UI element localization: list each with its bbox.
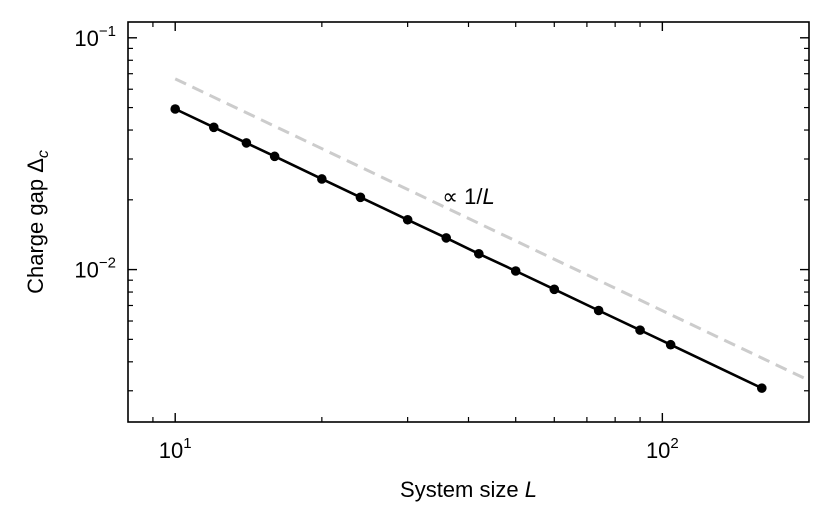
data-series-layer [170,104,767,393]
reference-line-layer [174,77,810,382]
data-point [593,305,604,316]
y-tick-label: 10−2 [74,255,116,283]
x-axis-label: System size L [400,477,537,502]
data-point [665,339,676,350]
data-point [355,192,366,203]
data-point [474,248,484,259]
data-point [402,214,413,225]
data-point [510,266,521,276]
data-point [317,174,327,184]
scaling-annotation: ∝ 1/L [442,184,494,209]
x-tick-label: 102 [646,435,679,463]
data-point [441,233,452,243]
data-point [269,151,280,162]
y-axis-label: Charge gap Δc [23,150,52,294]
data-point [549,284,560,295]
data-point [208,122,219,133]
y-tick-label: 10−1 [74,23,116,51]
data-point [170,104,181,114]
data-point [635,325,645,335]
data-point [241,138,252,148]
data-point [756,383,767,393]
x-tick-label: 101 [159,435,192,463]
tick-layer: 101 102 10−1 10−2 [74,22,809,463]
reference-1-over-L-line [174,77,810,382]
